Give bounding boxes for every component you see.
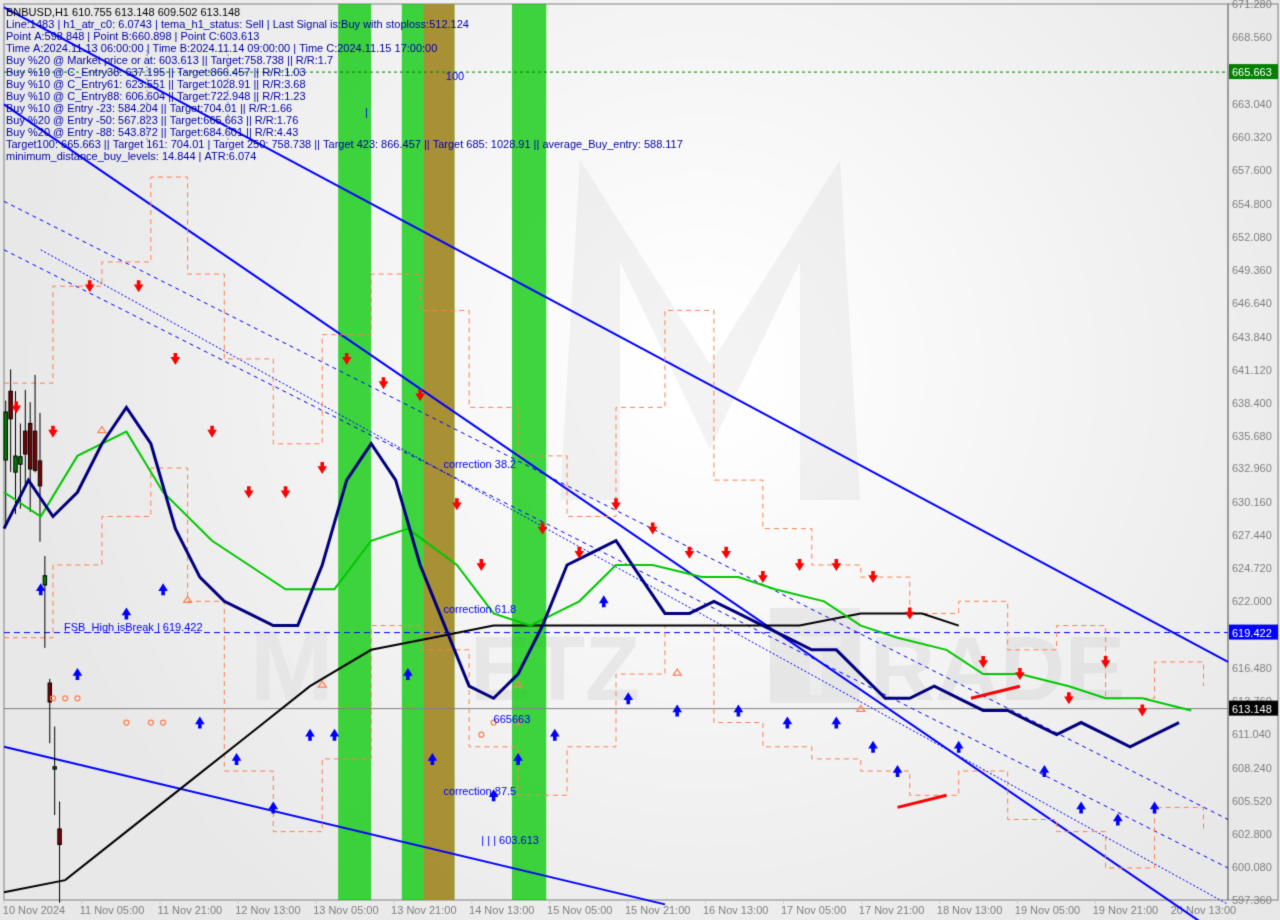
trading-chart[interactable] [0,0,1280,920]
chart-container [0,0,1280,920]
